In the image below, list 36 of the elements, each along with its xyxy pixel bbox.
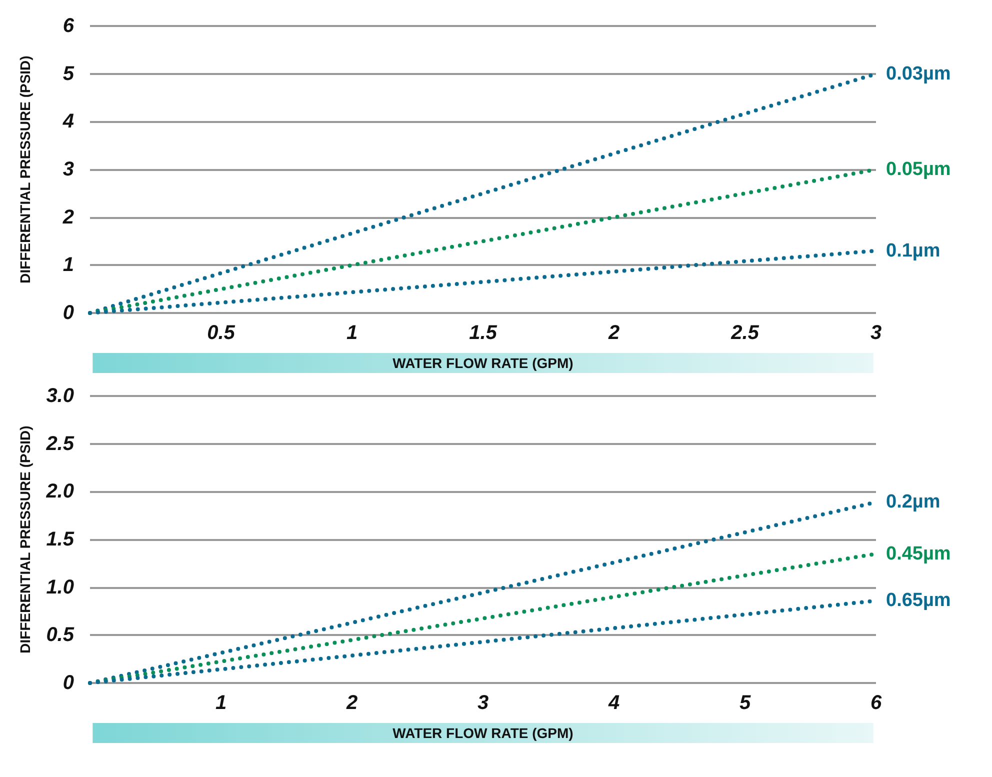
series-label: 0.1µm (886, 240, 940, 262)
series-label: 0.45µm (886, 543, 951, 564)
x-tick-label: 1.5 (469, 322, 498, 344)
series-label: 0.05µm (886, 159, 951, 180)
y-tick-label: 4 (62, 110, 74, 133)
y-tick-label: 2 (62, 206, 74, 228)
y-axis-title: DIFFERENTIAL PRESSURE (PSID) (17, 426, 33, 654)
y-tick-label: 2.0 (45, 480, 74, 503)
y-tick-label: 1 (62, 254, 74, 276)
x-tick-label: 3 (870, 322, 882, 344)
y-tick-label: 0 (62, 672, 74, 694)
y-tick-label: 2.5 (45, 432, 75, 455)
x-tick-label: 4 (607, 692, 620, 714)
x-tick-label: 1 (215, 692, 227, 714)
x-tick-label: 3 (477, 692, 489, 714)
x-tick-label: 2 (607, 322, 620, 344)
x-tick-label: 2.5 (730, 322, 760, 344)
y-tick-label: 5 (62, 62, 75, 85)
y-tick-label: 0 (62, 302, 74, 324)
x-tick-label: 0.5 (207, 322, 236, 344)
x-tick-label: 1 (346, 322, 358, 344)
series-label: 0.2µm (886, 492, 940, 513)
y-tick-label: 0.5 (46, 624, 75, 646)
x-tick-label: 2 (345, 692, 358, 714)
y-tick-label: 1.0 (46, 576, 74, 598)
y-tick-label: 3.0 (46, 385, 74, 407)
series-label: 0.65µm (886, 590, 951, 612)
y-tick-label: 1.5 (46, 528, 75, 550)
y-axis-title: DIFFERENTIAL PRESSURE (PSID) (17, 56, 33, 284)
y-tick-label: 3 (62, 158, 74, 180)
x-axis-title: WATER FLOW RATE (GPM) (392, 725, 574, 741)
y-tick-label: 6 (62, 15, 75, 37)
x-tick-label: 6 (870, 692, 882, 714)
series-label: 0.03µm (886, 63, 951, 84)
x-axis-title: WATER FLOW RATE (GPM) (392, 355, 574, 371)
x-tick-label: 5 (739, 692, 752, 714)
